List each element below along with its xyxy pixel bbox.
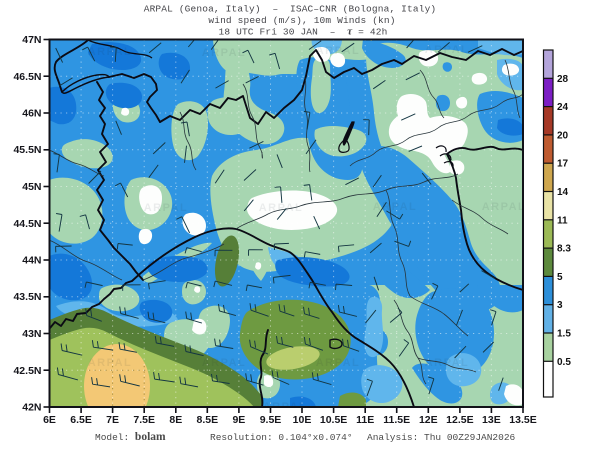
svg-text:11E: 11E [356, 414, 374, 426]
svg-text:17: 17 [557, 159, 569, 170]
svg-text:44N: 44N [22, 255, 41, 267]
svg-text:0.5: 0.5 [557, 357, 571, 368]
svg-text:5: 5 [557, 272, 563, 283]
svg-text:12.5E: 12.5E [446, 414, 473, 426]
svg-text:45.5N: 45.5N [13, 144, 41, 156]
svg-text:47N: 47N [22, 34, 41, 46]
svg-text:3: 3 [557, 300, 563, 311]
svg-text:6.5E: 6.5E [70, 414, 92, 426]
svg-text:8.3: 8.3 [557, 244, 571, 255]
svg-text:ARPAL: ARPAL [263, 401, 308, 413]
svg-text:24: 24 [557, 102, 569, 113]
svg-text:8.5E: 8.5E [196, 414, 218, 426]
svg-text:44.5N: 44.5N [13, 218, 41, 230]
svg-text:1.5: 1.5 [557, 329, 571, 340]
svg-text:18 UTC Fri 30 JAN – τ = 42h: 18 UTC Fri 30 JAN – τ = 42h [219, 26, 388, 38]
svg-text:wind speed (m/s), 10m Winds (k: wind speed (m/s), 10m Winds (kn) [208, 15, 395, 26]
svg-text:ARPAL: ARPAL [202, 357, 247, 369]
svg-text:7.5E: 7.5E [133, 414, 155, 426]
svg-text:9E: 9E [232, 414, 245, 426]
svg-text:13E: 13E [482, 414, 501, 426]
svg-text:28: 28 [557, 74, 569, 85]
svg-text:43.5N: 43.5N [13, 291, 41, 303]
svg-text:43N: 43N [22, 328, 41, 340]
svg-text:ARPAL: ARPAL [144, 202, 189, 214]
svg-text:Resolution: 0.104°x0.074°: Resolution: 0.104°x0.074° [210, 432, 353, 443]
svg-text:Model: bolam: Model: bolam [95, 431, 166, 443]
svg-text:ARPAL: ARPAL [88, 357, 133, 369]
svg-text:ARPAL (Genoa, Italy) – ISAC–: ARPAL (Genoa, Italy) – ISAC–CNR (Bologna… [144, 4, 437, 15]
svg-text:10.5E: 10.5E [320, 414, 347, 426]
svg-text:Analysis: Thu 00Z29JAN2026: Analysis: Thu 00Z29JAN2026 [367, 432, 516, 443]
svg-text:ARPAL: ARPAL [88, 46, 133, 58]
svg-text:ARPAL: ARPAL [425, 357, 470, 369]
svg-text:ARPAL: ARPAL [373, 201, 418, 213]
svg-text:ARPAL: ARPAL [425, 44, 470, 56]
svg-text:45N: 45N [22, 181, 41, 193]
svg-text:8E: 8E [169, 414, 182, 426]
svg-text:42N: 42N [22, 402, 41, 414]
svg-text:46N: 46N [22, 108, 41, 120]
svg-text:ARPAL: ARPAL [202, 47, 247, 59]
svg-text:12E: 12E [419, 414, 438, 426]
svg-text:ARPAL: ARPAL [316, 45, 361, 57]
svg-text:9.5E: 9.5E [260, 414, 282, 426]
svg-text:20: 20 [557, 130, 569, 141]
svg-text:13.5E: 13.5E [509, 414, 536, 426]
svg-text:ARPAL: ARPAL [316, 357, 361, 369]
svg-text:7E: 7E [106, 414, 119, 426]
svg-text:42.5N: 42.5N [13, 365, 41, 377]
svg-text:14: 14 [557, 187, 569, 198]
svg-text:ARPAL: ARPAL [259, 202, 304, 214]
svg-text:46.5N: 46.5N [13, 71, 41, 83]
svg-text:6E: 6E [43, 414, 56, 426]
svg-text:10E: 10E [293, 414, 312, 426]
svg-text:ARPAL: ARPAL [482, 201, 527, 213]
svg-text:11.5E: 11.5E [383, 414, 410, 426]
svg-text:11: 11 [557, 215, 568, 226]
